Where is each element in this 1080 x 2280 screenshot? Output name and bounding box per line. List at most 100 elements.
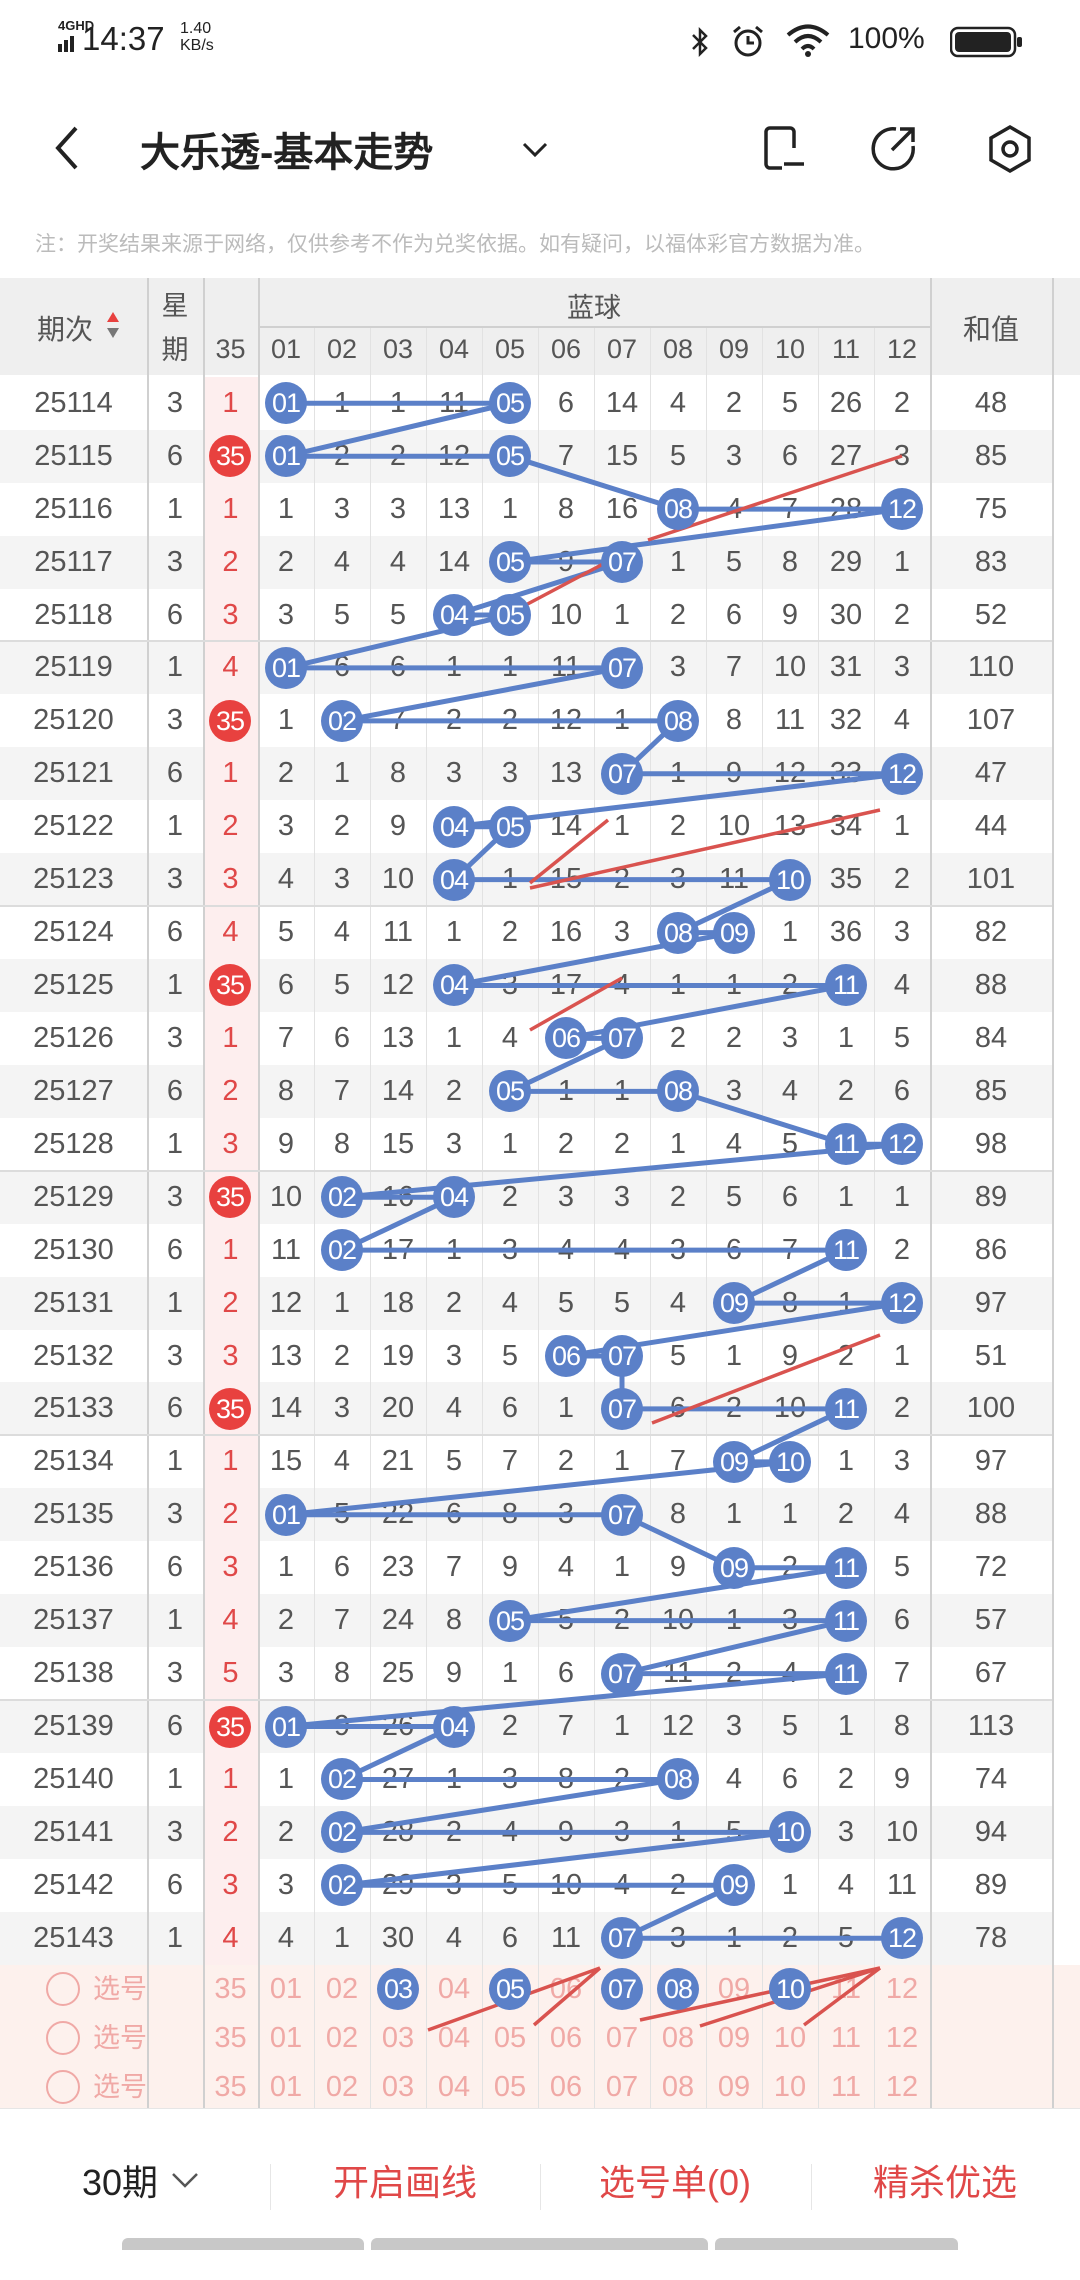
select-radio[interactable] — [46, 2021, 80, 2056]
miss-cell: 1 — [557, 1392, 575, 1425]
miss-cell: 14 — [605, 386, 639, 419]
sum-cell: 97 — [974, 1286, 1008, 1319]
select-number[interactable]: 04 — [437, 2070, 471, 2103]
phone-icon[interactable] — [760, 124, 808, 174]
miss-cell: 8 — [389, 757, 407, 790]
miss-cell: 1 — [277, 704, 295, 737]
select-number[interactable]: 09 — [717, 2070, 751, 2103]
clock: 14:37 — [82, 20, 165, 57]
col-header-03: 03 — [382, 334, 414, 364]
miss-cell: 1 — [445, 916, 463, 949]
select-number[interactable]: 09 — [717, 2021, 751, 2054]
sum-cell: 85 — [974, 439, 1008, 472]
weekday-cell: 1 — [166, 492, 184, 525]
col-header-04: 04 — [438, 334, 470, 364]
miss-cell: 3 — [501, 757, 519, 790]
chevron-down-icon[interactable] — [520, 140, 550, 160]
column-divider — [426, 327, 427, 2112]
weekday-cell: 3 — [166, 1498, 184, 1531]
col-period-header[interactable]: 期次 — [36, 314, 93, 345]
battery-icon — [950, 26, 1022, 58]
period-count-select[interactable]: 30期 — [81, 2162, 159, 2203]
select-number[interactable]: 07 — [605, 2021, 639, 2054]
select-number[interactable]: 08 — [661, 2021, 695, 2054]
miss-cell: 1 — [613, 1445, 631, 1478]
select-label[interactable]: 选号 — [93, 1973, 147, 2004]
page-title[interactable]: 大乐透-基本走势 — [140, 131, 434, 175]
select-number[interactable]: 03 — [381, 2021, 415, 2054]
sum-cell: 52 — [974, 598, 1008, 631]
period-cell: 25121 — [33, 757, 114, 790]
select-35[interactable]: 35 — [214, 2021, 247, 2054]
select-number[interactable]: 03 — [381, 2070, 415, 2103]
blue-ball: 10 — [769, 858, 811, 901]
miss-cell: 4 — [837, 1868, 855, 1901]
draw-lines-button[interactable]: 开启画线 — [332, 2162, 477, 2203]
blue-ball: 08 — [657, 911, 699, 954]
select-radio[interactable] — [46, 1972, 80, 2007]
selected-ball[interactable]: 03 — [377, 1968, 419, 2011]
select-number[interactable]: 05 — [493, 2021, 527, 2054]
selected-ball[interactable]: 05 — [489, 1968, 531, 2011]
sort-icon[interactable] — [106, 311, 120, 339]
optimize-button[interactable]: 精杀优选 — [872, 2162, 1017, 2203]
select-number[interactable]: 08 — [661, 2070, 695, 2103]
select-number[interactable]: 06 — [549, 2021, 583, 2054]
blue-ball: 02 — [321, 1229, 363, 1272]
select-number[interactable]: 02 — [325, 2021, 359, 2054]
select-label[interactable]: 选号 — [93, 2022, 147, 2053]
share-icon[interactable] — [870, 124, 918, 172]
select-number[interactable]: 05 — [493, 2070, 527, 2103]
miss-cell: 7 — [669, 1445, 687, 1478]
select-number[interactable]: 04 — [437, 2021, 471, 2054]
select-label[interactable]: 选号 — [93, 2071, 147, 2102]
select-number[interactable]: 10 — [773, 2070, 807, 2103]
divider — [811, 2164, 812, 2210]
table-row: 25136631623794192572 — [0, 1541, 1052, 1594]
select-number[interactable]: 02 — [325, 2070, 359, 2103]
col-header-06: 06 — [550, 334, 582, 364]
selected-ball[interactable]: 08 — [657, 1968, 699, 2011]
select-number[interactable]: 01 — [269, 2070, 303, 2103]
select-number[interactable]: 12 — [885, 2070, 919, 2103]
weekday-cell: 3 — [166, 386, 184, 419]
table-row: 25129310162332561189 — [0, 1171, 1052, 1224]
select-number[interactable]: 07 — [605, 2070, 639, 2103]
select-number[interactable]: 12 — [885, 1972, 919, 2005]
select-number[interactable]: 11 — [830, 2021, 862, 2054]
miss-cell: 1 — [893, 810, 911, 843]
period-cell: 25114 — [34, 386, 113, 419]
settings-icon[interactable] — [985, 124, 1035, 174]
miss-cell: 7 — [333, 1604, 351, 1637]
select-number[interactable]: 04 — [437, 1972, 471, 2005]
period-cell: 25129 — [33, 1180, 114, 1213]
column-divider — [258, 278, 260, 2112]
select-radio[interactable] — [46, 2070, 80, 2105]
period-cell: 25136 — [33, 1551, 114, 1584]
chevron-down-icon[interactable] — [170, 2171, 200, 2191]
back-icon[interactable] — [52, 124, 82, 172]
select-number[interactable]: 01 — [269, 1972, 303, 2005]
miss-cell: 4 — [893, 704, 911, 737]
table-row: 25126 3 1 7 6 13 1 4 2 2 3 1 5 84 — [0, 1012, 1052, 1065]
pick-list-button[interactable]: 选号单(0) — [599, 2162, 751, 2203]
blue-ball: 08 — [657, 699, 699, 742]
select-number[interactable]: 02 — [325, 1972, 359, 2005]
select-number[interactable]: 12 — [885, 2021, 919, 2054]
period-cell: 25124 — [33, 916, 114, 949]
select-number[interactable]: 10 — [773, 2021, 807, 2054]
miss-cell: 13 — [269, 1339, 303, 1372]
select-number[interactable]: 06 — [549, 2070, 583, 2103]
blue-ball: 04 — [433, 1705, 475, 1748]
blue-ball: 12 — [881, 1282, 923, 1325]
select-35[interactable]: 35 — [214, 1972, 247, 2005]
miss-cell: 7 — [277, 1021, 295, 1054]
select-number[interactable]: 11 — [830, 2070, 862, 2103]
selected-ball[interactable]: 07 — [601, 1968, 643, 2011]
selected-ball[interactable]: 10 — [769, 1968, 811, 2011]
col-header-09: 09 — [718, 334, 750, 364]
select-number[interactable]: 01 — [269, 2021, 303, 2054]
arrow-line — [802, 1966, 882, 2027]
miss-cell: 3 — [277, 598, 295, 631]
select-35[interactable]: 35 — [214, 2070, 247, 2103]
